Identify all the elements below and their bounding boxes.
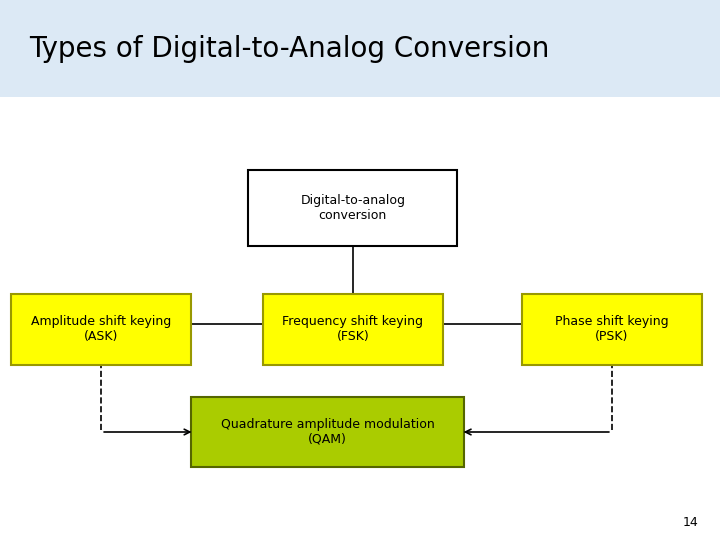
- FancyBboxPatch shape: [522, 294, 702, 364]
- Text: Amplitude shift keying
(ASK): Amplitude shift keying (ASK): [31, 315, 171, 343]
- Text: Types of Digital-to-Analog Conversion: Types of Digital-to-Analog Conversion: [29, 35, 549, 63]
- Text: Phase shift keying
(PSK): Phase shift keying (PSK): [555, 315, 669, 343]
- FancyBboxPatch shape: [11, 294, 191, 364]
- Text: Digital-to-analog
conversion: Digital-to-analog conversion: [300, 194, 405, 222]
- Text: Frequency shift keying
(FSK): Frequency shift keying (FSK): [282, 315, 423, 343]
- FancyBboxPatch shape: [248, 170, 457, 246]
- Text: Quadrature amplitude modulation
(QAM): Quadrature amplitude modulation (QAM): [221, 418, 434, 446]
- FancyBboxPatch shape: [0, 0, 720, 97]
- FancyBboxPatch shape: [263, 294, 443, 364]
- FancyBboxPatch shape: [191, 397, 464, 467]
- Text: 14: 14: [683, 516, 698, 529]
